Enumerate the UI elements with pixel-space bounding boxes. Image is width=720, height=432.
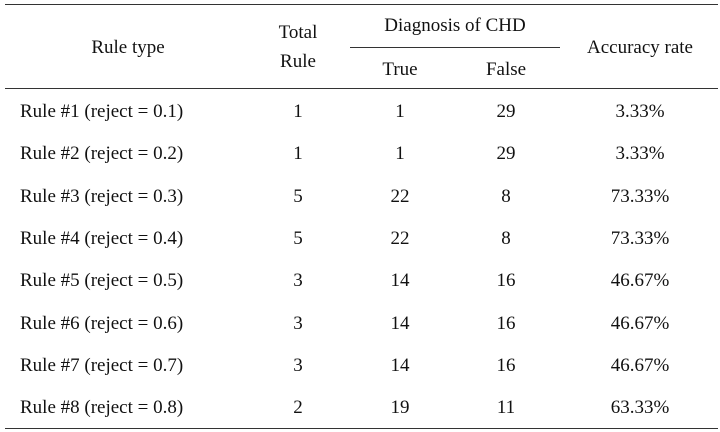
table-cell: 63.33% bbox=[610, 397, 670, 419]
table-cell: 22 bbox=[390, 185, 410, 207]
table-cell: 14 bbox=[390, 270, 410, 292]
table-cell: 3.33% bbox=[615, 143, 665, 165]
table-cell: 19 bbox=[390, 397, 410, 419]
table-cell: Rule #8 (reject = 0.8) bbox=[20, 397, 184, 419]
header-cell: False bbox=[485, 59, 527, 80]
table-cell: 16 bbox=[496, 312, 516, 334]
header-cell: Diagnosis of CHD bbox=[384, 15, 526, 36]
table-cell: 14 bbox=[390, 354, 410, 376]
top-rule bbox=[5, 4, 718, 5]
table-cell: 46.67% bbox=[610, 312, 670, 334]
table-cell: 29 bbox=[496, 101, 516, 122]
table-cell: 73.33% bbox=[610, 185, 670, 207]
table-cell: 22 bbox=[390, 227, 410, 249]
group-rule bbox=[350, 47, 560, 48]
table-cell: 73.33% bbox=[610, 227, 670, 249]
bottom-rule bbox=[5, 428, 718, 429]
table-cell: 46.67% bbox=[610, 354, 670, 376]
table-cell: 1 bbox=[395, 101, 405, 122]
table-cell: 3.33% bbox=[615, 101, 665, 122]
table-cell: Rule #6 (reject = 0.6) bbox=[20, 312, 184, 334]
table-cell: Rule #4 (reject = 0.4) bbox=[20, 227, 184, 249]
table-cell: 11 bbox=[496, 397, 516, 419]
table-cell: 5 bbox=[293, 185, 303, 207]
table-cell: 14 bbox=[390, 312, 410, 334]
table-cell: Rule #3 (reject = 0.3) bbox=[20, 185, 184, 207]
table-cell: 3 bbox=[293, 354, 303, 376]
table-cell: 3 bbox=[293, 312, 303, 334]
table-cell: 2 bbox=[293, 397, 303, 419]
table-cell: 8 bbox=[501, 185, 511, 207]
table-cell: 16 bbox=[496, 270, 516, 292]
table-cell: Rule #1 (reject = 0.1) bbox=[20, 101, 184, 122]
table-cell: 29 bbox=[496, 143, 516, 165]
table-cell: 8 bbox=[501, 227, 511, 249]
table-cell: 5 bbox=[293, 227, 303, 249]
table-cell: 1 bbox=[293, 143, 303, 165]
table-cell: Rule #2 (reject = 0.2) bbox=[20, 143, 184, 165]
table-cell: Rule #5 (reject = 0.5) bbox=[20, 270, 184, 292]
table-cell: 46.67% bbox=[610, 270, 670, 292]
header-cell: Total Rule bbox=[278, 22, 318, 72]
table-cell: 16 bbox=[496, 354, 516, 376]
header-rule bbox=[5, 88, 718, 89]
header-cell: True bbox=[382, 59, 418, 80]
table-cell: Rule #7 (reject = 0.7) bbox=[20, 354, 184, 376]
header-cell: Accuracy rate bbox=[586, 37, 693, 58]
table-cell: 1 bbox=[395, 143, 405, 165]
header-cell: Rule type bbox=[91, 37, 165, 58]
table-cell: 3 bbox=[293, 270, 303, 292]
table-cell: 1 bbox=[293, 101, 303, 122]
